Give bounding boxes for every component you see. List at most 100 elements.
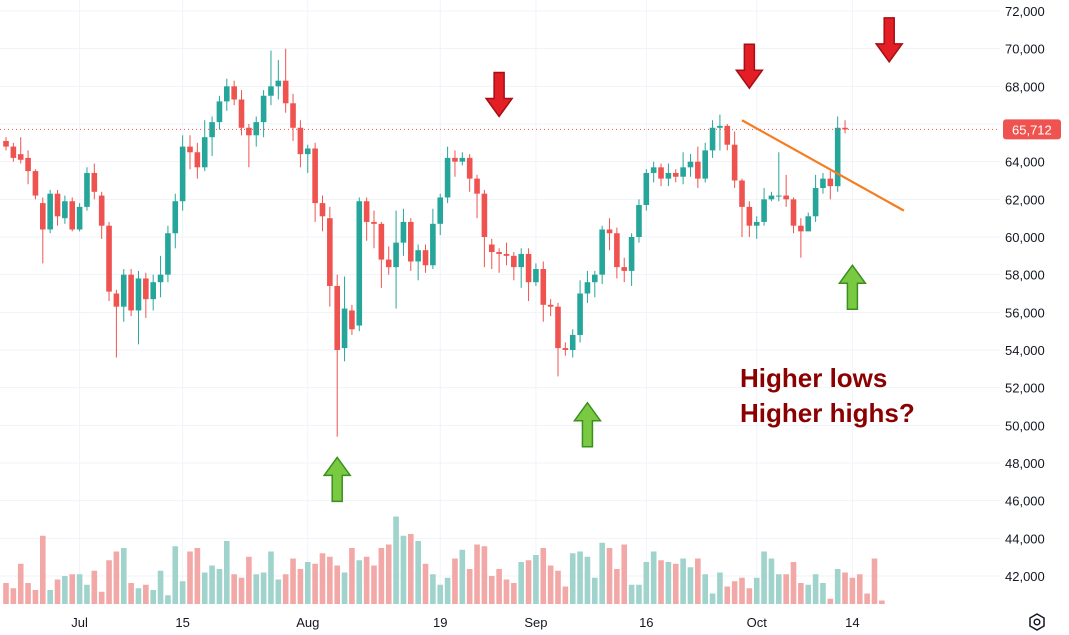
volume-bar: [84, 584, 90, 604]
volume-bars: [3, 516, 885, 604]
volume-bar: [62, 576, 68, 604]
candle: [393, 210, 399, 309]
x-tick-label: Aug: [296, 615, 319, 630]
candle: [135, 270, 142, 345]
volume-bar: [761, 551, 767, 604]
candle: [91, 163, 98, 200]
volume-bar: [201, 572, 208, 604]
volume-bar: [231, 574, 237, 604]
volume-bar: [790, 562, 797, 604]
candle-body: [731, 144, 738, 181]
x-tick-label: Oct: [747, 615, 768, 630]
y-tick-label: 56,000: [1005, 305, 1045, 320]
candle: [437, 193, 444, 236]
x-tick-label: Sep: [524, 615, 547, 630]
candle-body: [643, 172, 650, 205]
volume-bar: [106, 560, 112, 604]
candle: [69, 197, 76, 232]
volume-bar: [569, 553, 576, 604]
volume-bar: [695, 558, 701, 604]
candle: [143, 272, 149, 318]
candle-body: [120, 274, 127, 307]
volume-bar: [452, 558, 458, 604]
volume-bar: [120, 548, 127, 604]
x-tick-label: 19: [433, 615, 447, 630]
candle-body: [606, 229, 613, 234]
volume-bar: [32, 590, 39, 604]
candle: [290, 93, 296, 141]
candle: [459, 152, 466, 166]
candle-body: [834, 127, 841, 187]
candle-body: [238, 99, 245, 128]
candle-body: [98, 195, 105, 226]
volume-bar: [628, 584, 635, 604]
candle-body: [709, 127, 716, 151]
grid-lines: [0, 0, 1000, 605]
candle: [54, 189, 61, 226]
volume-bar: [422, 563, 429, 604]
candle: [746, 201, 753, 237]
volume-bar: [91, 570, 98, 604]
volume-bar: [444, 577, 451, 604]
candle-body: [592, 274, 598, 283]
volume-bar: [643, 562, 650, 604]
volume-bar: [540, 548, 547, 604]
volume-bar: [864, 593, 870, 604]
candle-body: [268, 86, 274, 96]
candle: [349, 304, 355, 335]
candle: [488, 238, 495, 270]
candle-body: [555, 306, 561, 349]
volume-bar: [783, 574, 789, 604]
red-down-arrow: [734, 43, 764, 90]
volume-bar: [172, 546, 179, 604]
candles: [3, 48, 848, 437]
volume-bar: [856, 574, 863, 604]
candle-body: [143, 278, 149, 300]
candle: [569, 329, 576, 358]
candle: [224, 78, 230, 111]
volume-bar: [76, 574, 83, 604]
volume-bar: [113, 551, 120, 604]
candle-body: [672, 172, 679, 177]
candle-body: [422, 250, 429, 266]
candle: [812, 174, 819, 222]
settings-icon[interactable]: [1026, 611, 1048, 633]
volume-bar: [415, 541, 421, 604]
candle: [187, 135, 193, 170]
candle-body: [776, 195, 782, 197]
red-down-arrow: [874, 17, 904, 64]
candle: [201, 120, 208, 172]
candle-body: [385, 259, 392, 268]
volume-bar: [577, 551, 583, 604]
candle: [341, 276, 348, 362]
volume-bar: [820, 583, 826, 604]
candle: [216, 95, 223, 130]
candle: [47, 189, 53, 234]
x-tick-label: Jul: [71, 615, 88, 630]
candle: [165, 225, 171, 283]
candle: [614, 227, 620, 279]
candle-body: [812, 188, 819, 217]
candle: [238, 90, 245, 136]
volume-bar: [371, 565, 377, 604]
candle-body: [40, 203, 46, 230]
volume-bar: [408, 534, 414, 604]
candle-body: [540, 269, 547, 305]
volume-bar: [400, 535, 407, 604]
x-tick-label: 15: [175, 615, 189, 630]
candle-body: [187, 146, 193, 153]
candle-body: [474, 178, 480, 194]
annotation-text: Higher lows Higher highs?: [740, 363, 915, 428]
candle: [319, 195, 326, 232]
annotation-line-1: Higher lows: [740, 363, 887, 393]
candle-body: [231, 86, 237, 100]
volume-bar: [724, 586, 731, 604]
candle-body: [768, 195, 775, 200]
candle-body: [724, 125, 731, 145]
red-down-arrow: [484, 71, 514, 118]
volume-bar: [194, 548, 201, 604]
volume-bar: [238, 577, 245, 604]
candle: [518, 248, 524, 288]
y-tick-label: 60,000: [1005, 230, 1045, 245]
